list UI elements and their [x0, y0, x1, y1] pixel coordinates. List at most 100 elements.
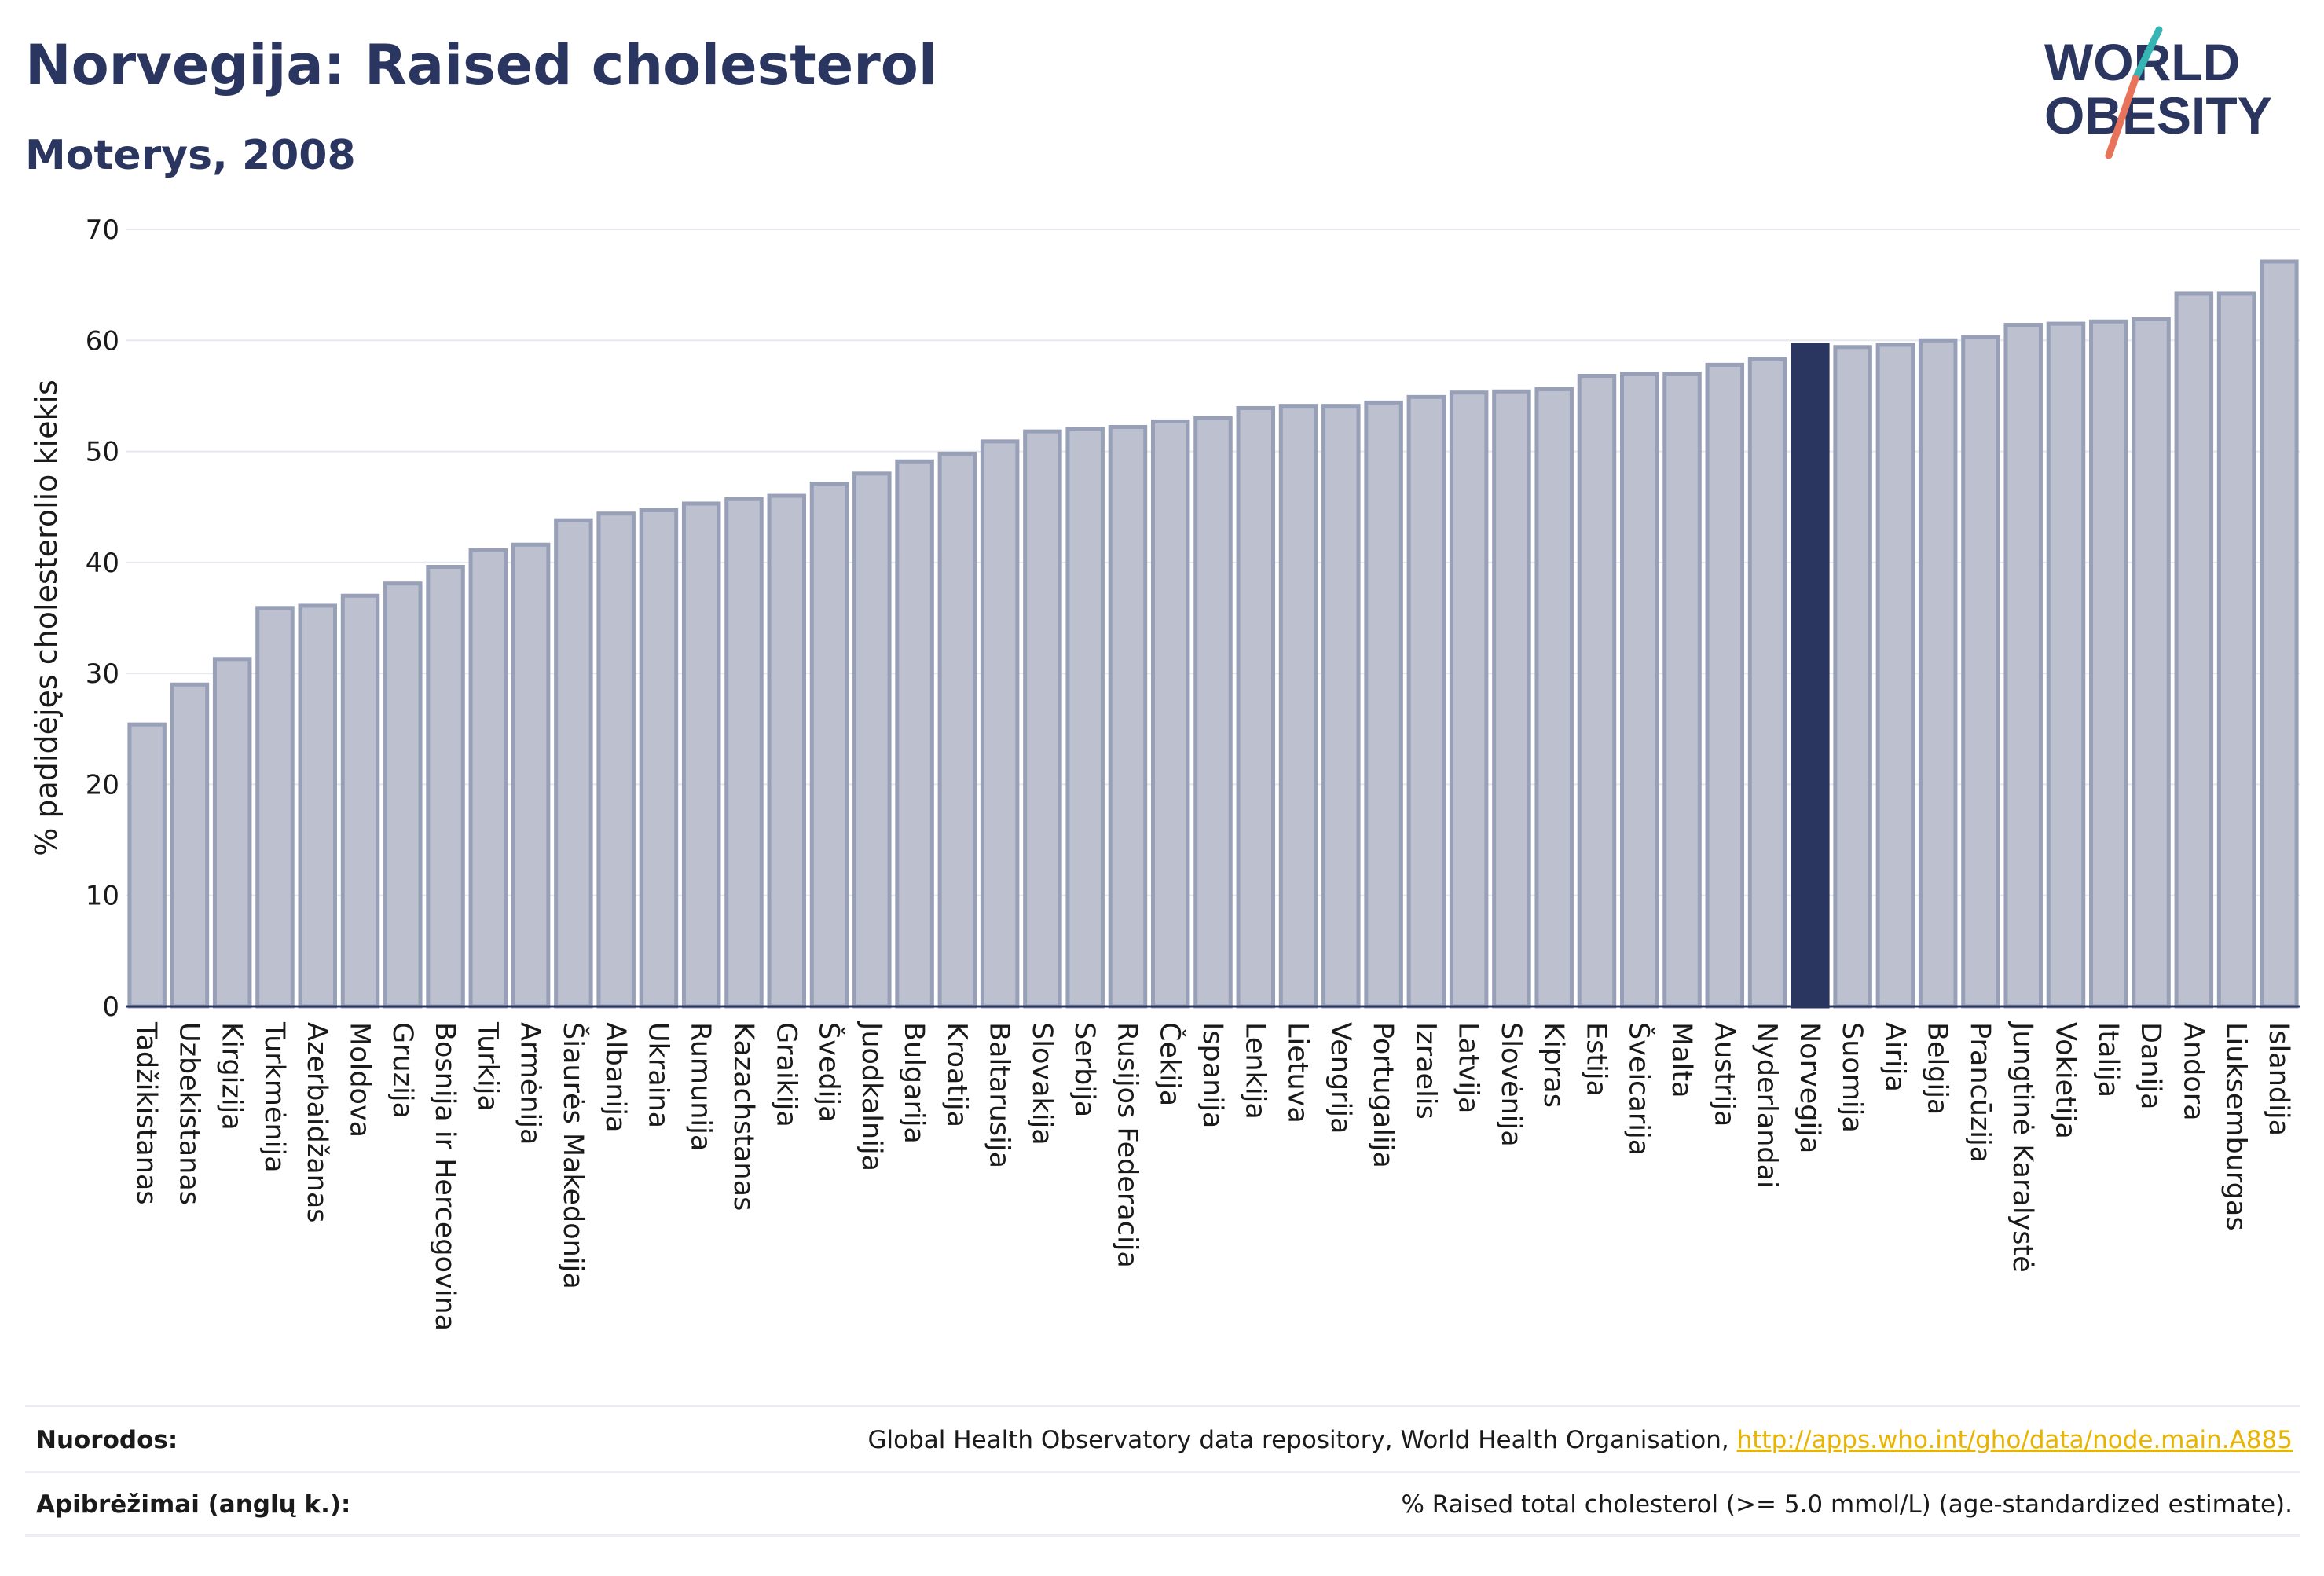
bar [767, 493, 807, 1009]
bar [2216, 291, 2256, 1009]
bar [1833, 345, 1872, 1009]
world-obesity-logo: WORLD OBESITY [2044, 26, 2272, 159]
x-tick-label: Uzbekistanas [173, 1022, 204, 1205]
x-tick-label: Suomija [1836, 1022, 1868, 1133]
x-tick-label: Vengrija [1325, 1022, 1356, 1134]
bar [1364, 400, 1403, 1009]
bar [170, 682, 210, 1009]
bar [2132, 317, 2171, 1009]
x-tick-label: Šveicarija [1623, 1022, 1656, 1156]
y-tick-label: 60 [86, 325, 119, 357]
x-tick-label: Kirgizija [216, 1022, 247, 1131]
bar [1662, 372, 1702, 1009]
definitions-label: Apibrėžimai (anglų k.): [36, 1490, 351, 1519]
x-tick-label: Jungtinė Karalystė [2007, 1021, 2038, 1273]
y-tick-label: 10 [86, 881, 119, 912]
bar [937, 451, 977, 1009]
bar [127, 722, 167, 1009]
bar [1321, 404, 1361, 1009]
bar [1023, 429, 1062, 1009]
x-tick-label: Ukraina [642, 1022, 673, 1128]
x-tick-label: Bosnija ir Hercegovina [429, 1022, 460, 1331]
bar [1065, 427, 1105, 1009]
x-tick-label: Moldova [344, 1022, 376, 1138]
footer-divider-middle [25, 1471, 2300, 1473]
footer-divider-bottom [25, 1534, 2300, 1537]
bar [681, 501, 721, 1009]
x-tick-label: Airija [1879, 1022, 1910, 1092]
x-tick-label: Slovakija [1026, 1022, 1058, 1145]
x-tick-label: Norvegija [1794, 1022, 1825, 1153]
bar [1961, 335, 2000, 1009]
y-tick-label: 30 [86, 658, 119, 690]
bar [852, 471, 892, 1009]
y-axis-label: % padidėjęs cholesterolio kiekis [29, 379, 64, 856]
x-tick-label: Liuksemburgas [2220, 1022, 2252, 1231]
bar [1449, 390, 1489, 1009]
sources-label: Nuorodos: [36, 1426, 178, 1454]
x-tick-label: Danija [2135, 1022, 2166, 1109]
bar [1236, 405, 1276, 1009]
sources-text: Global Health Observatory data repositor… [867, 1426, 1737, 1454]
x-tick-label: Šiaurės Makedonija [557, 1022, 590, 1289]
bar [724, 497, 764, 1009]
x-tick-label: Turkmėnija [258, 1021, 290, 1173]
bar [1875, 343, 1915, 1009]
bar [1619, 372, 1659, 1009]
x-tick-label: Rumunija [685, 1022, 717, 1151]
y-tick-label: 50 [86, 437, 119, 468]
x-tick-label: Gruzija [387, 1022, 418, 1119]
bar [1747, 357, 1787, 1009]
x-tick-label: Estija [1580, 1022, 1611, 1097]
x-tick-label: Turkija [471, 1021, 503, 1112]
chart-title: Norvegija: Raised cholesterol [25, 33, 937, 97]
x-tick-label: Ispanija [1197, 1022, 1228, 1128]
bar [2260, 259, 2299, 1009]
definitions-value: % Raised total cholesterol (>= 5.0 mmol/… [1401, 1490, 2293, 1519]
bar [1705, 362, 1745, 1009]
x-tick-label: Juodkalnija [856, 1021, 887, 1171]
x-tick-label: Izraelis [1409, 1022, 1441, 1120]
x-tick-label: Andora [2177, 1022, 2209, 1121]
bar [426, 565, 465, 1009]
x-tick-label: Kipras [1538, 1022, 1569, 1108]
bar [255, 606, 295, 1009]
x-tick-label: Italija [2092, 1022, 2124, 1098]
x-tick-label: Nyderlandai [1751, 1022, 1783, 1189]
bar [2174, 291, 2214, 1009]
x-tick-label: Prancūzija [1964, 1022, 1996, 1163]
bar [212, 657, 252, 1009]
x-tick-label: Tadžikistanas [130, 1021, 162, 1205]
x-tick-label: Baltarusija [984, 1022, 1015, 1168]
y-tick-label: 70 [86, 214, 119, 246]
x-tick-label: Islandija [2263, 1022, 2294, 1136]
x-tick-label: Malta [1666, 1022, 1697, 1098]
logo-line2: OBESITY [2044, 86, 2272, 145]
logo-slash-teal [2132, 26, 2163, 82]
x-tick-label: Austrija [1708, 1022, 1739, 1127]
logo-slash-coral [2105, 75, 2139, 159]
x-tick-label: Armėnija [515, 1022, 546, 1145]
bar [639, 508, 679, 1009]
bar [1150, 419, 1190, 1009]
bar [340, 593, 380, 1009]
bar-chart: 0 10 20 30 40 50 60 70 % padidėjęs cholesterolio… [29, 214, 2300, 1331]
sources-link[interactable]: http://apps.who.int/gho/data/node.main.A… [1736, 1426, 2293, 1454]
bar-highlight [1791, 343, 1830, 1009]
x-tick-label: Graikija [770, 1022, 801, 1127]
bar [895, 459, 934, 1009]
x-tick-label: Rusijos Federacija [1111, 1022, 1142, 1268]
bar [554, 518, 593, 1009]
x-tick-label: Kazachstanas [728, 1022, 759, 1211]
x-tick-label: Švedija [813, 1022, 846, 1123]
y-tick-label: 0 [102, 991, 119, 1023]
bar [2003, 323, 2043, 1009]
x-tick-label: Vokietija [2049, 1022, 2080, 1139]
chart-subtitle: Moterys, 2008 [25, 132, 356, 179]
bar [468, 548, 508, 1009]
x-tick-label: Portugalija [1367, 1022, 1398, 1168]
footer-divider-top [25, 1405, 2300, 1407]
bar [1492, 389, 1531, 1009]
x-tick-label: Kroatija [940, 1022, 972, 1127]
y-tick-label: 20 [86, 769, 119, 801]
